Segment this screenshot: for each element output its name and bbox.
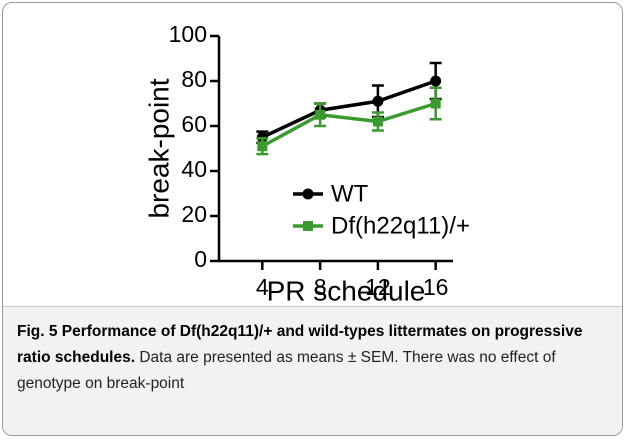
y-tick-label: 60 <box>181 111 207 137</box>
y-tick-label: 0 <box>194 246 207 272</box>
y-tick-label: 100 <box>169 21 207 47</box>
x-axis-label: PR schedule <box>267 275 426 306</box>
data-point <box>430 98 441 109</box>
data-point <box>430 75 442 87</box>
data-point <box>315 109 326 120</box>
legend-marker <box>302 188 314 200</box>
series-line <box>261 79 437 139</box>
x-tick-label: 8 <box>314 274 327 300</box>
data-point <box>372 95 384 107</box>
legend-label: WT <box>331 180 369 207</box>
caption-title: Fig. 5 Performance of Df(h22q11)/+ and w… <box>17 323 583 366</box>
y-axis-label: break-point <box>143 78 174 218</box>
y-tick-label: 20 <box>181 201 207 227</box>
legend-marker <box>303 221 313 231</box>
x-tick-label: 4 <box>256 274 269 300</box>
y-tick-label: 40 <box>181 156 207 182</box>
caption: Fig. 5 Performance of Df(h22q11)/+ and w… <box>3 306 622 435</box>
data-point <box>257 141 268 152</box>
caption-text: Data are presented as means ± SEM. There… <box>17 349 556 392</box>
y-tick-label: 80 <box>181 66 207 92</box>
series-line <box>261 101 437 148</box>
legend-label: Df(h22q11)/+ <box>331 212 470 239</box>
x-tick-label: 16 <box>423 274 449 300</box>
figure: 0 20 40 60 80 100 4 8 12 16 PR schedule break-point… <box>2 2 623 436</box>
x-tick-label: 12 <box>365 274 391 300</box>
data-point <box>372 116 383 127</box>
